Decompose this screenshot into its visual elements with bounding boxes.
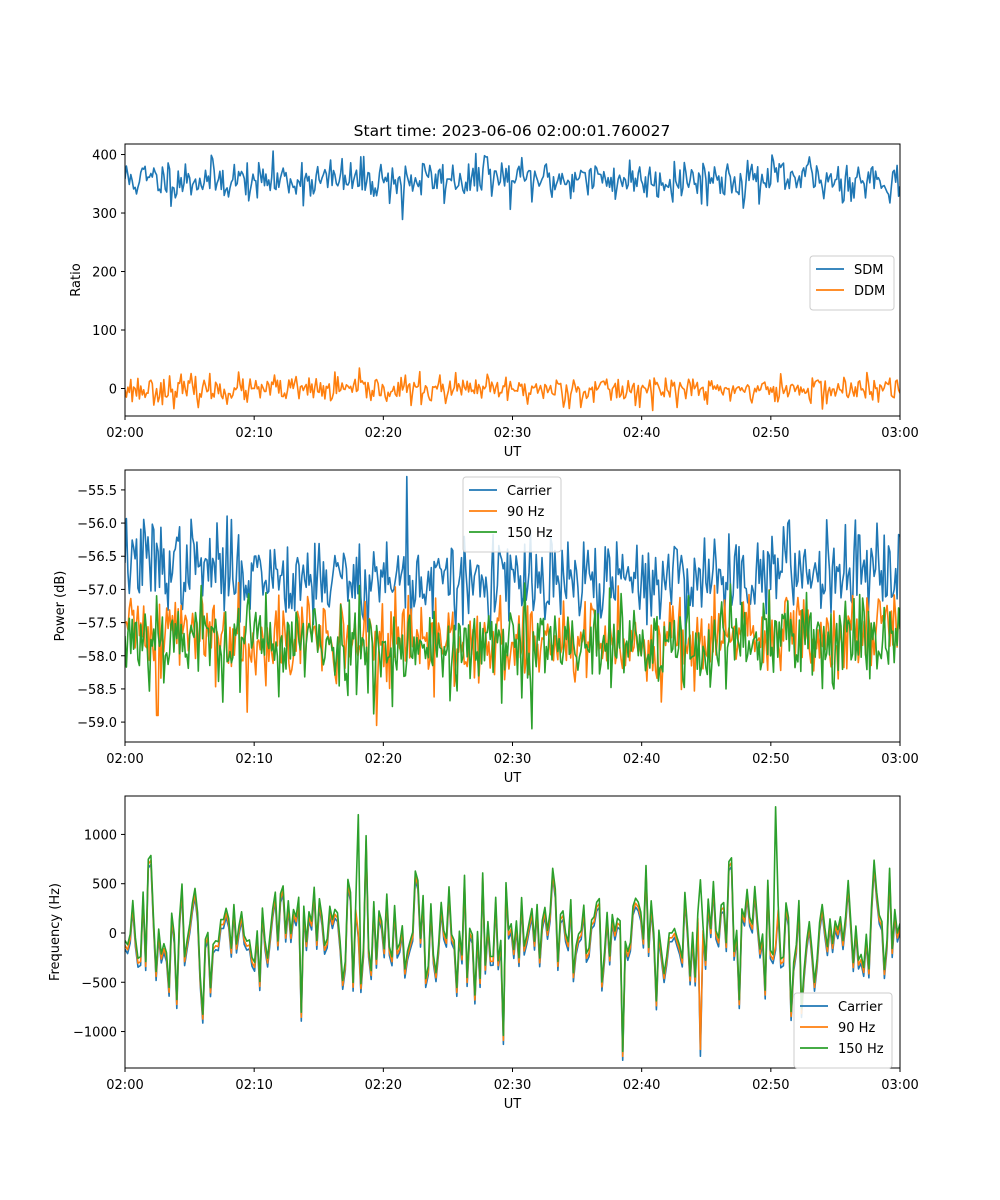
panels: 02:00 02:10 02:20 02:30 02:40 02:50 03:00 UT 0 10… <box>48 143 919 1112</box>
series-line-ddm <box>125 367 900 412</box>
y-tick-label: 200 <box>92 266 117 281</box>
chart-panel-1: 02:00 02:10 02:20 02:30 02:40 02:50 03:00 UT 0 10… <box>69 143 919 460</box>
chart-panel-2: 02:00 02:10 02:20 02:30 02:40 02:50 03:00 UT −59… <box>53 469 919 786</box>
y-axis-label: Power (dB) <box>53 571 68 642</box>
x-tick-label: 02:20 <box>365 1078 402 1093</box>
x-tick-label: 02:40 <box>623 1078 660 1093</box>
legend-label: DDM <box>854 284 885 299</box>
y-tick-label: −56.0 <box>77 517 117 532</box>
y-tick-label: −57.5 <box>77 617 117 632</box>
y-tick-label: −59.0 <box>77 716 117 731</box>
y-tick-label: −55.5 <box>77 484 117 499</box>
legend-label: SDM <box>854 263 883 278</box>
x-tick-label: 02:20 <box>365 426 402 441</box>
y-tick-label: −57.0 <box>77 583 117 598</box>
x-tick-label: 02:40 <box>623 426 660 441</box>
series-line-150-hz <box>125 805 900 1053</box>
legend-label: 150 Hz <box>838 1042 884 1057</box>
y-axis-label: Frequency (Hz) <box>48 883 63 981</box>
legend-label: 150 Hz <box>507 526 553 541</box>
x-tick-label: 02:50 <box>752 752 789 767</box>
x-tick-label: 02:50 <box>752 1078 789 1093</box>
y-tick-label: 0 <box>109 927 117 942</box>
chart-panel-3: 02:00 02:10 02:20 02:30 02:40 02:50 03:00 UT −10… <box>48 795 919 1112</box>
x-tick-label: 02:30 <box>494 1078 531 1093</box>
series-line-150-hz <box>125 582 900 730</box>
x-tick-label: 02:30 <box>494 426 531 441</box>
x-tick-label: 03:00 <box>881 426 918 441</box>
legend: SDM DDM <box>809 255 895 311</box>
x-tick-label: 02:00 <box>106 426 143 441</box>
x-axis-label: UT <box>504 1097 522 1112</box>
y-tick-label: 300 <box>92 207 117 222</box>
chart-title: Start time: 2023-06-06 02:00:01.760027 <box>354 122 671 140</box>
y-tick-label: 100 <box>92 324 117 339</box>
y-axis-label: Ratio <box>69 263 84 296</box>
y-tick-label: −58.5 <box>77 683 117 698</box>
y-tick-label: −56.5 <box>77 550 117 565</box>
y-tick-label: 0 <box>109 383 117 398</box>
legend: Carrier 90 Hz 150 Hz <box>793 992 893 1069</box>
x-tick-label: 02:50 <box>752 426 789 441</box>
x-axis-label: UT <box>504 771 522 786</box>
x-tick-label: 02:30 <box>494 752 531 767</box>
y-tick-label: 1000 <box>84 828 117 843</box>
legend-label: 90 Hz <box>838 1021 875 1036</box>
series-line-carrier <box>125 475 900 647</box>
x-tick-label: 02:00 <box>106 752 143 767</box>
x-tick-label: 03:00 <box>881 1078 918 1093</box>
y-tick-label: −500 <box>81 976 117 991</box>
legend: Carrier 90 Hz 150 Hz <box>462 476 562 553</box>
y-tick-label: 400 <box>92 149 117 164</box>
x-tick-label: 02:10 <box>235 752 272 767</box>
y-tick-label: −1000 <box>73 1026 117 1041</box>
x-tick-label: 03:00 <box>881 752 918 767</box>
y-tick-label: −58.0 <box>77 650 117 665</box>
legend-label: 90 Hz <box>507 505 544 520</box>
legend-label: Carrier <box>838 1000 883 1015</box>
x-tick-label: 02:10 <box>235 426 272 441</box>
y-tick-label: 500 <box>92 878 117 893</box>
x-tick-label: 02:00 <box>106 1078 143 1093</box>
x-axis-label: UT <box>504 445 522 460</box>
x-tick-label: 02:40 <box>623 752 660 767</box>
axes-frame <box>124 143 901 417</box>
legend-label: Carrier <box>507 484 552 499</box>
series-line-sdm <box>125 150 900 221</box>
x-tick-label: 02:20 <box>365 752 402 767</box>
x-tick-label: 02:10 <box>235 1078 272 1093</box>
